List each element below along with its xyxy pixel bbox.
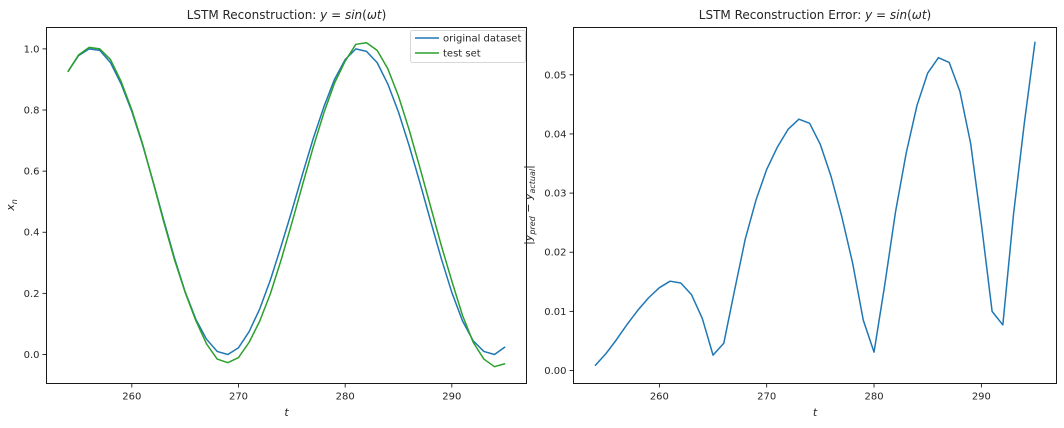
y-axis-label: xn — [4, 199, 19, 212]
legend-label-original: original dataset — [443, 34, 521, 45]
y-ticks: 0.00 0.01 0.02 0.03 0.04 0.05 — [544, 70, 574, 377]
x-axis-label: t — [813, 406, 818, 419]
axes-frame — [46, 27, 527, 384]
chart-reconstruction: LSTM Reconstruction: y = sin(ωt) 260 270 2… — [4, 8, 527, 419]
y-tick-label: 0.04 — [544, 129, 566, 140]
y-tick-label: 0.4 — [24, 228, 40, 239]
x-tick-label: 260 — [650, 392, 669, 403]
x-axis-label: t — [284, 406, 289, 419]
plot-area — [46, 27, 527, 384]
plot-area — [573, 27, 1057, 384]
y-tick-label: 0.00 — [544, 366, 566, 377]
x-tick-label: 270 — [757, 392, 776, 403]
series-line-0 — [594, 41, 1036, 367]
y-tick-label: 0.02 — [544, 248, 566, 259]
y-ticks: 0.0 0.2 0.4 0.6 0.8 1.0 — [24, 44, 47, 361]
y-axis-label: |ypred − yactual| — [522, 165, 537, 245]
legend-label-test: test set — [443, 49, 481, 60]
y-tick-label: 0.2 — [24, 289, 40, 300]
chart-reconstruction-error: LSTM Reconstruction Error: y = sin(ωt) 2… — [522, 8, 1057, 419]
x-tick-label: 280 — [336, 392, 355, 403]
legend: original dataset test set — [410, 30, 526, 63]
y-tick-label: 0.0 — [24, 350, 40, 361]
x-ticks: 260 270 280 290 — [122, 383, 461, 403]
y-tick-label: 0.03 — [544, 189, 566, 200]
chart-title: LSTM Reconstruction Error: y = sin(ωt) — [699, 8, 931, 22]
series-line-0 — [67, 48, 506, 356]
x-ticks: 260 270 280 290 — [650, 383, 991, 403]
x-tick-label: 290 — [442, 392, 461, 403]
series-line-1 — [67, 42, 506, 368]
x-tick-label: 290 — [972, 392, 991, 403]
x-tick-label: 260 — [122, 392, 141, 403]
y-tick-label: 1.0 — [24, 44, 40, 55]
y-tick-label: 0.01 — [544, 307, 566, 318]
chart-title: LSTM Reconstruction: y = sin(ωt) — [187, 8, 387, 22]
y-tick-label: 0.05 — [544, 70, 566, 81]
legend-box — [410, 30, 526, 63]
y-tick-label: 0.8 — [24, 106, 40, 117]
axes-frame — [573, 27, 1057, 384]
x-tick-label: 270 — [229, 392, 248, 403]
y-tick-label: 0.6 — [24, 167, 40, 178]
x-tick-label: 280 — [864, 392, 883, 403]
